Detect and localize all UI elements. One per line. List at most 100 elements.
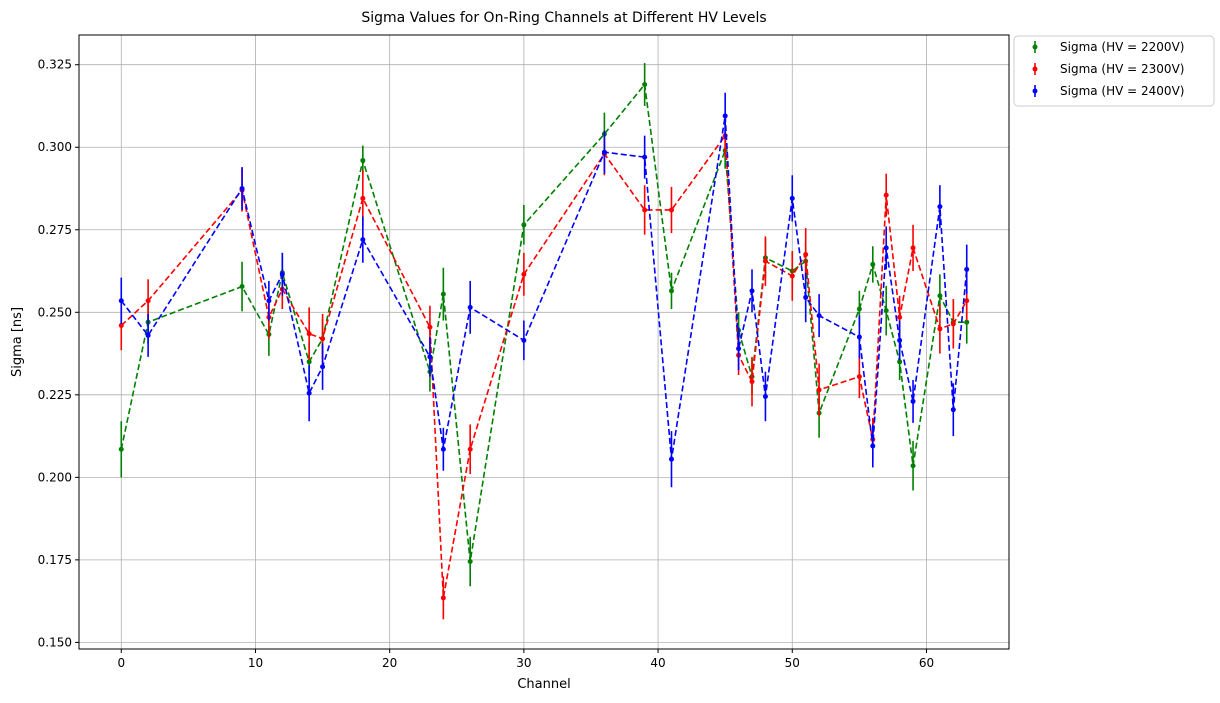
legend: Sigma (HV = 2200V) Sigma (HV = 2300V) Sigm…: [1013, 35, 1215, 107]
series-group: [118, 92, 970, 488]
legend-marker-point: [1032, 88, 1038, 94]
data-point: [950, 407, 956, 413]
data-point: [427, 324, 433, 330]
series-line: [120, 82, 967, 562]
x-tick-label: 60: [919, 656, 934, 670]
data-point: [145, 298, 151, 304]
data-point: [910, 463, 916, 469]
x-tick-label: 30: [516, 656, 531, 670]
data-point: [897, 359, 903, 365]
data-point: [803, 252, 809, 258]
data-point: [749, 379, 755, 385]
y-axis-label: Sigma [ns]: [10, 307, 25, 377]
data-point: [279, 271, 285, 277]
legend-marker-point: [1032, 66, 1038, 72]
data-point: [440, 446, 446, 452]
data-point: [883, 308, 889, 314]
x-tick-label: 20: [382, 656, 397, 670]
data-point: [937, 293, 943, 299]
data-point: [467, 304, 473, 310]
y-tick-label: 0.275: [38, 223, 72, 237]
data-point: [440, 291, 446, 297]
series-line: [120, 133, 968, 598]
data-point: [883, 245, 889, 251]
data-point: [668, 207, 674, 213]
y-tick-label: 0.325: [38, 58, 72, 72]
tick-layer: 0 10 20 30 40 50 60 0.150 0.175 0.200 0.225 0.250 0.…: [38, 58, 934, 670]
data-point: [239, 186, 245, 191]
data-point: [736, 346, 742, 352]
data-point: [521, 222, 527, 228]
y-tick-label: 0.150: [38, 635, 72, 649]
series-layer: [118, 63, 970, 620]
data-point: [883, 192, 889, 198]
data-point: [856, 374, 862, 380]
data-point: [145, 332, 151, 338]
data-point: [870, 261, 876, 267]
data-point: [521, 337, 527, 343]
data-point: [789, 273, 795, 279]
data-point: [320, 336, 326, 342]
y-tick-label: 0.175: [38, 553, 72, 567]
data-point: [467, 446, 473, 452]
legend-marker-point: [1032, 44, 1038, 50]
data-point: [427, 354, 433, 360]
data-point: [749, 288, 755, 294]
plot-frame: [78, 34, 1010, 650]
y-tick-label: 0.200: [38, 470, 72, 484]
data-point: [856, 306, 862, 312]
series-group: [118, 63, 970, 587]
data-point: [762, 258, 768, 264]
data-point: [762, 393, 768, 399]
data-point: [521, 271, 527, 277]
data-point: [118, 446, 124, 452]
y-tick-label: 0.250: [38, 305, 72, 319]
data-point: [964, 298, 970, 304]
legend-label: Sigma (HV = 2300V): [1060, 62, 1184, 76]
data-point: [937, 326, 943, 332]
series-group: [118, 114, 970, 620]
data-point: [306, 331, 312, 337]
data-point: [897, 337, 903, 343]
data-point: [722, 113, 728, 119]
y-tick-label: 0.225: [38, 388, 72, 402]
data-point: [897, 314, 903, 320]
data-point: [118, 298, 124, 304]
data-point: [642, 82, 648, 88]
data-point: [816, 313, 822, 319]
data-point: [668, 288, 674, 294]
data-point: [950, 321, 956, 327]
data-point: [239, 284, 245, 290]
data-point: [816, 387, 822, 393]
data-point: [601, 149, 607, 155]
x-tick-label: 0: [117, 656, 125, 670]
data-point: [360, 157, 366, 163]
data-point: [856, 334, 862, 340]
data-point: [870, 443, 876, 449]
series-line: [120, 115, 968, 460]
x-axis-label: Channel: [517, 677, 570, 692]
legend-label: Sigma (HV = 2400V): [1060, 84, 1184, 98]
grid-layer: [79, 35, 1009, 649]
data-point: [306, 390, 312, 396]
data-point: [118, 322, 124, 328]
data-point: [789, 195, 795, 201]
data-point: [910, 245, 916, 251]
legend-box: [1013, 35, 1215, 107]
x-tick-label: 40: [650, 656, 665, 670]
data-point: [467, 559, 473, 565]
y-tick-label: 0.300: [38, 140, 72, 154]
x-tick-label: 10: [248, 656, 263, 670]
data-point: [642, 154, 648, 160]
data-point: [910, 398, 916, 404]
data-point: [964, 266, 970, 272]
legend-label: Sigma (HV = 2200V): [1060, 40, 1184, 54]
data-point: [360, 195, 366, 201]
data-point: [266, 298, 272, 304]
data-point: [440, 595, 446, 601]
data-point: [803, 294, 809, 300]
data-point: [964, 319, 970, 325]
data-point: [937, 204, 943, 210]
data-point: [360, 237, 366, 243]
